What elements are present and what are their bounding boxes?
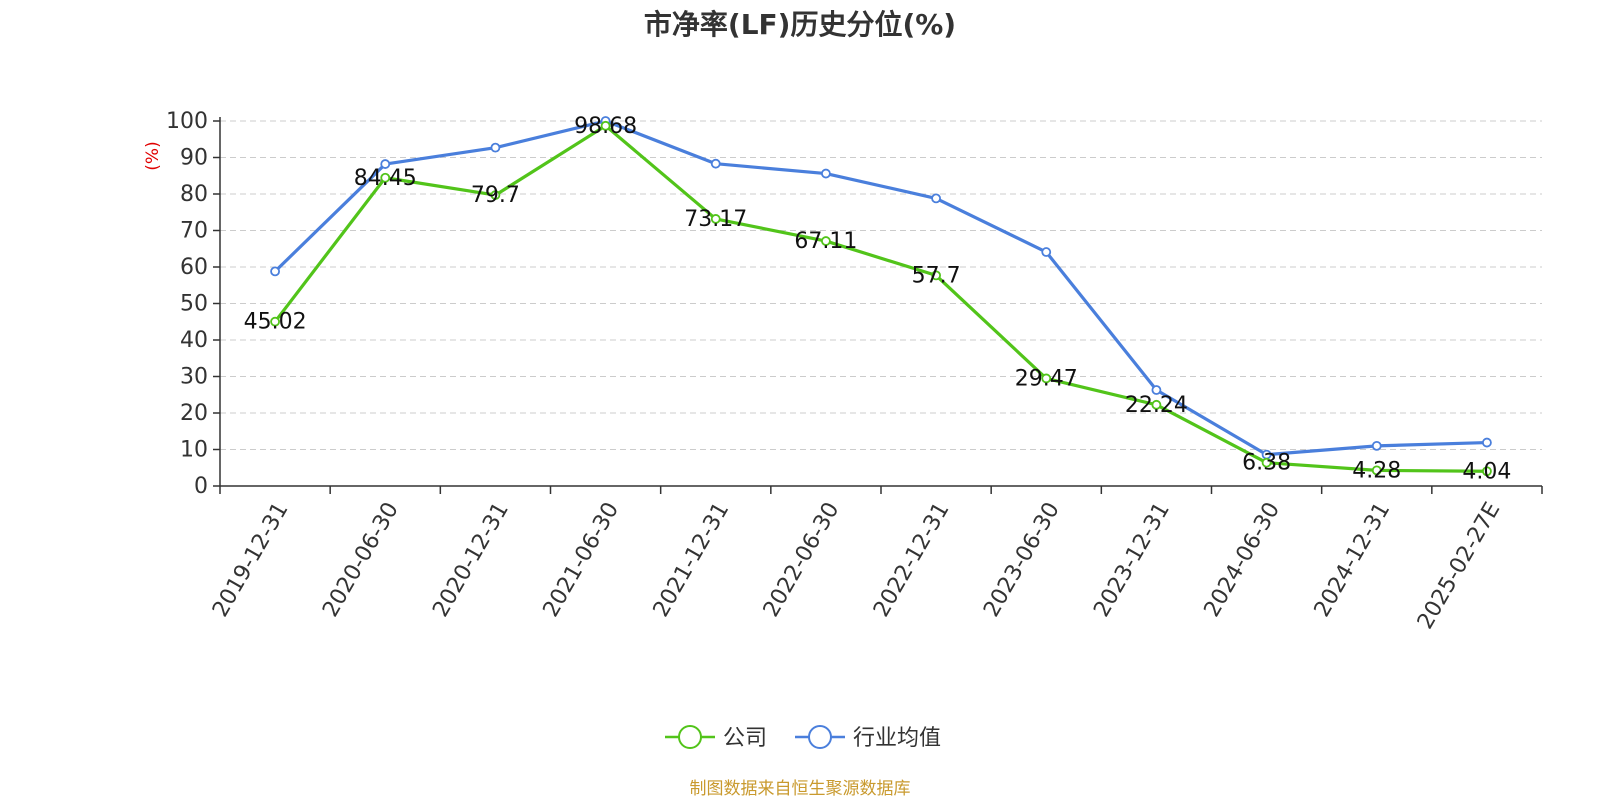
series-point-1[interactable] xyxy=(710,158,721,169)
series-point-0[interactable] xyxy=(600,120,611,131)
series-point-0[interactable] xyxy=(1261,457,1272,468)
series-line-0 xyxy=(273,124,1487,473)
x-tick-label: 2023-06-30 xyxy=(979,498,1065,621)
y-tick-label: 80 xyxy=(180,182,208,207)
series-point-0[interactable] xyxy=(490,190,501,200)
data-label: 29.47 xyxy=(1015,366,1078,391)
legend-item-1[interactable]: 行业均值 xyxy=(795,725,941,751)
grid-lines xyxy=(220,120,1542,450)
series-point-0[interactable] xyxy=(1371,465,1382,476)
y-tick-label: 0 xyxy=(194,474,208,499)
series-line-1 xyxy=(273,119,1487,457)
y-tick-label: 10 xyxy=(180,438,208,463)
x-tick-label: 2024-06-30 xyxy=(1200,498,1286,621)
data-labels: 45.02 84.45 79.7 98.68 73.17 67.11 57.7 29.47 22… xyxy=(244,114,1512,484)
x-tick-label: 2021-12-31 xyxy=(649,498,735,621)
y-tick-label: 70 xyxy=(180,219,208,244)
x-tick-label: 2022-06-30 xyxy=(759,498,845,621)
data-label: 98.68 xyxy=(574,114,637,139)
x-tick-label: 2023-12-31 xyxy=(1089,498,1175,621)
data-label: 67.11 xyxy=(794,229,857,254)
y-tick-label: 40 xyxy=(180,328,208,353)
series-point-0[interactable] xyxy=(270,316,280,327)
legend-label: 行业均值 xyxy=(853,726,941,751)
series-layer xyxy=(270,116,1492,477)
x-tick-label: 2025-02-27E xyxy=(1413,498,1506,633)
series-point-1[interactable] xyxy=(821,168,831,179)
legend-label: 公司 xyxy=(723,726,767,751)
chart-title: 市净率(LF)历史分位(%) xyxy=(644,8,956,41)
series-point-0[interactable] xyxy=(380,172,391,183)
data-label: 45.02 xyxy=(244,310,307,335)
series-point-0[interactable] xyxy=(710,214,721,224)
series-point-1[interactable] xyxy=(380,159,391,169)
data-label: 84.45 xyxy=(354,166,417,191)
series-point-0[interactable] xyxy=(1041,373,1052,384)
source-note: 制图数据来自恒生聚源数据库 xyxy=(690,779,911,799)
series-point-1[interactable] xyxy=(1041,247,1052,257)
data-label: 4.04 xyxy=(1462,459,1511,484)
series-point-0[interactable] xyxy=(931,270,941,281)
x-tick-label: 2020-12-31 xyxy=(428,498,514,621)
legend[interactable]: 公司 行业均值 xyxy=(665,725,941,751)
y-tick-label: 20 xyxy=(180,401,208,426)
series-point-1[interactable] xyxy=(490,142,501,153)
y-tick-label: 60 xyxy=(180,255,208,280)
series-point-0[interactable] xyxy=(1151,399,1162,410)
data-label: 73.17 xyxy=(684,207,747,232)
series-point-1[interactable] xyxy=(270,266,280,277)
legend-marker xyxy=(678,725,702,749)
y-tick-label: 90 xyxy=(180,146,208,171)
x-tick-label: 2024-12-31 xyxy=(1310,498,1396,621)
x-tick-label: 2022-12-31 xyxy=(869,498,955,621)
x-tick-label: 2020-06-30 xyxy=(318,498,404,621)
data-label: 79.7 xyxy=(471,183,520,208)
series-point-1[interactable] xyxy=(931,193,941,204)
y-tick-label: 50 xyxy=(180,292,208,317)
data-label: 22.24 xyxy=(1125,393,1188,418)
series-point-1[interactable] xyxy=(1371,440,1382,451)
series-point-1[interactable] xyxy=(1482,437,1492,448)
x-tick-label: 2021-06-30 xyxy=(539,498,625,621)
series-point-0[interactable] xyxy=(1482,466,1492,477)
y-tick-label: 30 xyxy=(180,365,208,390)
series-point-1[interactable] xyxy=(1151,385,1162,395)
y-axis-label: (%) xyxy=(143,141,163,170)
legend-item-0[interactable]: 公司 xyxy=(665,725,767,751)
series-point-0[interactable] xyxy=(821,236,831,246)
data-label: 6.38 xyxy=(1242,451,1291,476)
data-label: 4.28 xyxy=(1352,458,1401,483)
y-tick-label: 100 xyxy=(166,109,208,134)
data-label: 57.7 xyxy=(912,263,961,288)
legend-marker xyxy=(808,725,832,749)
x-tick-label: 2019-12-31 xyxy=(208,498,294,621)
